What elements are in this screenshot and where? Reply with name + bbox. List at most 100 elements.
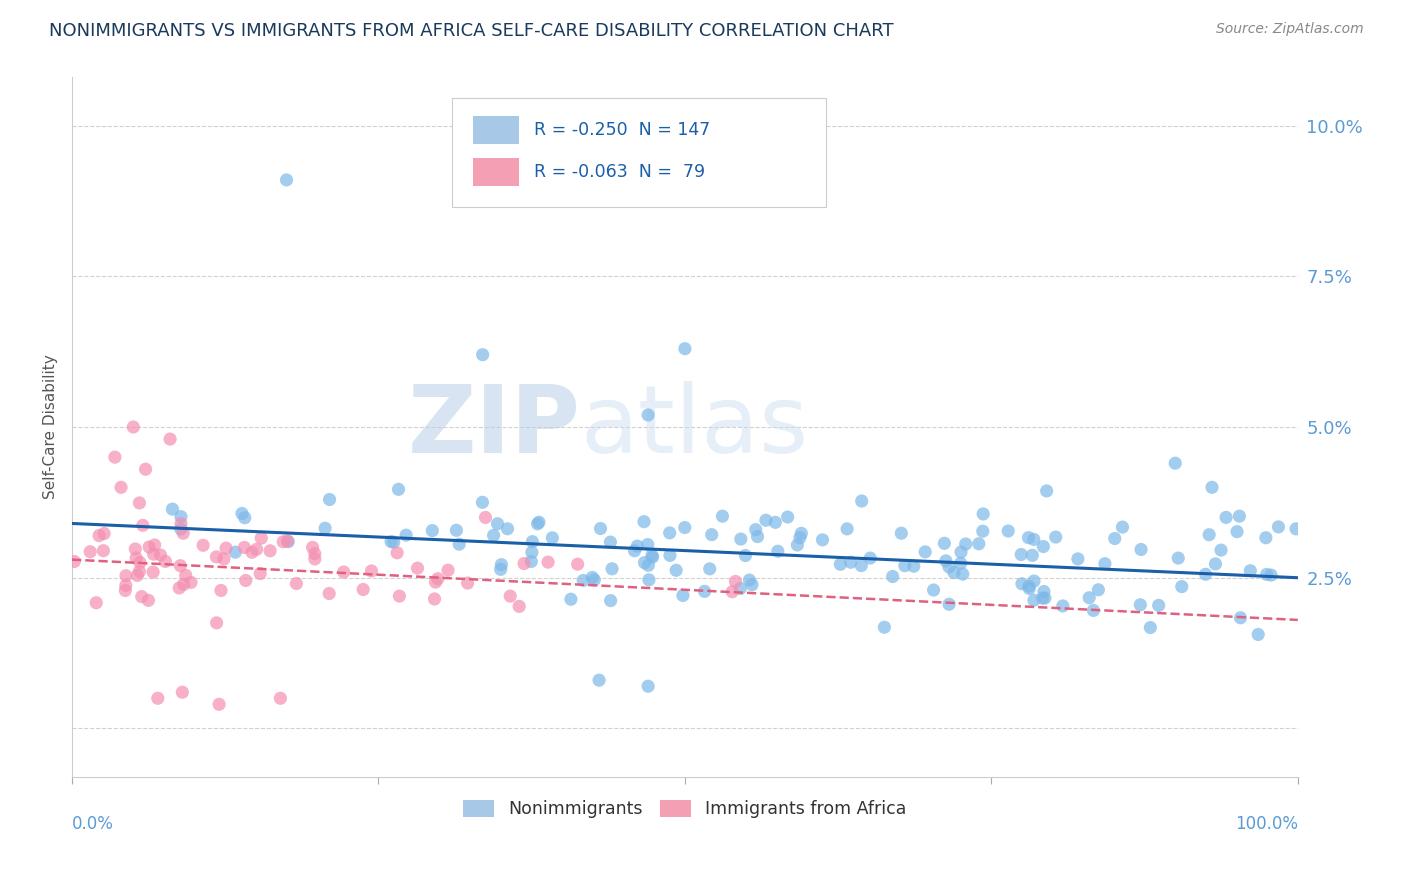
Point [873,620,896,634]
Point [79,545,101,559]
Point [1022,593,1045,607]
Point [360,564,382,578]
Point [250,531,273,545]
Point [513,557,536,571]
Point [952,567,974,582]
Point [420,524,443,538]
Point [138,593,160,607]
Point [304,547,326,561]
Point [527,515,550,529]
Point [122,420,145,434]
Point [1104,532,1126,546]
Point [786,538,808,552]
Point [496,522,519,536]
Point [1285,522,1308,536]
Point [1067,552,1090,566]
Point [738,573,761,587]
Point [170,516,193,531]
Point [1130,542,1153,557]
Point [259,543,281,558]
Point [672,589,695,603]
Point [142,565,165,579]
Point [890,526,912,541]
Point [205,549,228,564]
Point [1031,591,1053,606]
Point [162,502,184,516]
Point [1226,524,1249,539]
Point [215,541,238,556]
Point [205,615,228,630]
Point [522,534,544,549]
Point [169,558,191,573]
Point [304,552,326,566]
Point [626,539,648,553]
Point [170,509,193,524]
Point [104,450,127,465]
Point [172,685,194,699]
Point [1239,564,1261,578]
Point [949,556,972,570]
Point [935,554,957,568]
Point [637,679,659,693]
Point [233,541,256,555]
Point [520,554,543,568]
Point [318,586,340,600]
Point [1171,580,1194,594]
Point [1022,574,1045,588]
Point [1078,591,1101,605]
Point [314,521,336,535]
Point [526,516,548,531]
Point [1087,582,1109,597]
Point [633,515,655,529]
Point [638,573,661,587]
Point [673,342,696,356]
Point [811,533,834,547]
Point [131,590,153,604]
Point [1111,520,1133,534]
Text: atlas: atlas [581,381,808,473]
Point [128,565,150,579]
Text: Source: ZipAtlas.com: Source: ZipAtlas.com [1216,22,1364,37]
Point [1010,548,1032,562]
Point [938,559,960,574]
Point [1247,627,1270,641]
Point [489,562,512,576]
Point [449,537,471,551]
Point [138,540,160,554]
Point [1139,621,1161,635]
Point [231,507,253,521]
Point [599,535,621,549]
Point [426,572,449,586]
Point [93,526,115,541]
Point [730,532,752,546]
Point [967,537,990,551]
Point [972,524,994,539]
Point [115,568,138,582]
Point [1032,540,1054,554]
Point [922,582,945,597]
Point [790,526,813,541]
Point [938,597,960,611]
Point [143,538,166,552]
Point [499,589,522,603]
Point [600,562,623,576]
Point [1083,603,1105,617]
FancyBboxPatch shape [472,158,519,186]
Point [950,545,973,559]
Point [763,516,786,530]
Point [474,510,496,524]
Point [711,509,734,524]
Point [271,534,294,549]
Point [830,558,852,572]
Point [1198,527,1220,541]
Point [789,531,811,545]
Point [839,555,862,569]
Point [240,545,263,559]
Point [583,573,606,587]
Point [766,544,789,558]
Point [1018,531,1040,545]
Point [1129,598,1152,612]
Point [1094,557,1116,571]
Point [423,591,446,606]
Point [491,558,513,572]
